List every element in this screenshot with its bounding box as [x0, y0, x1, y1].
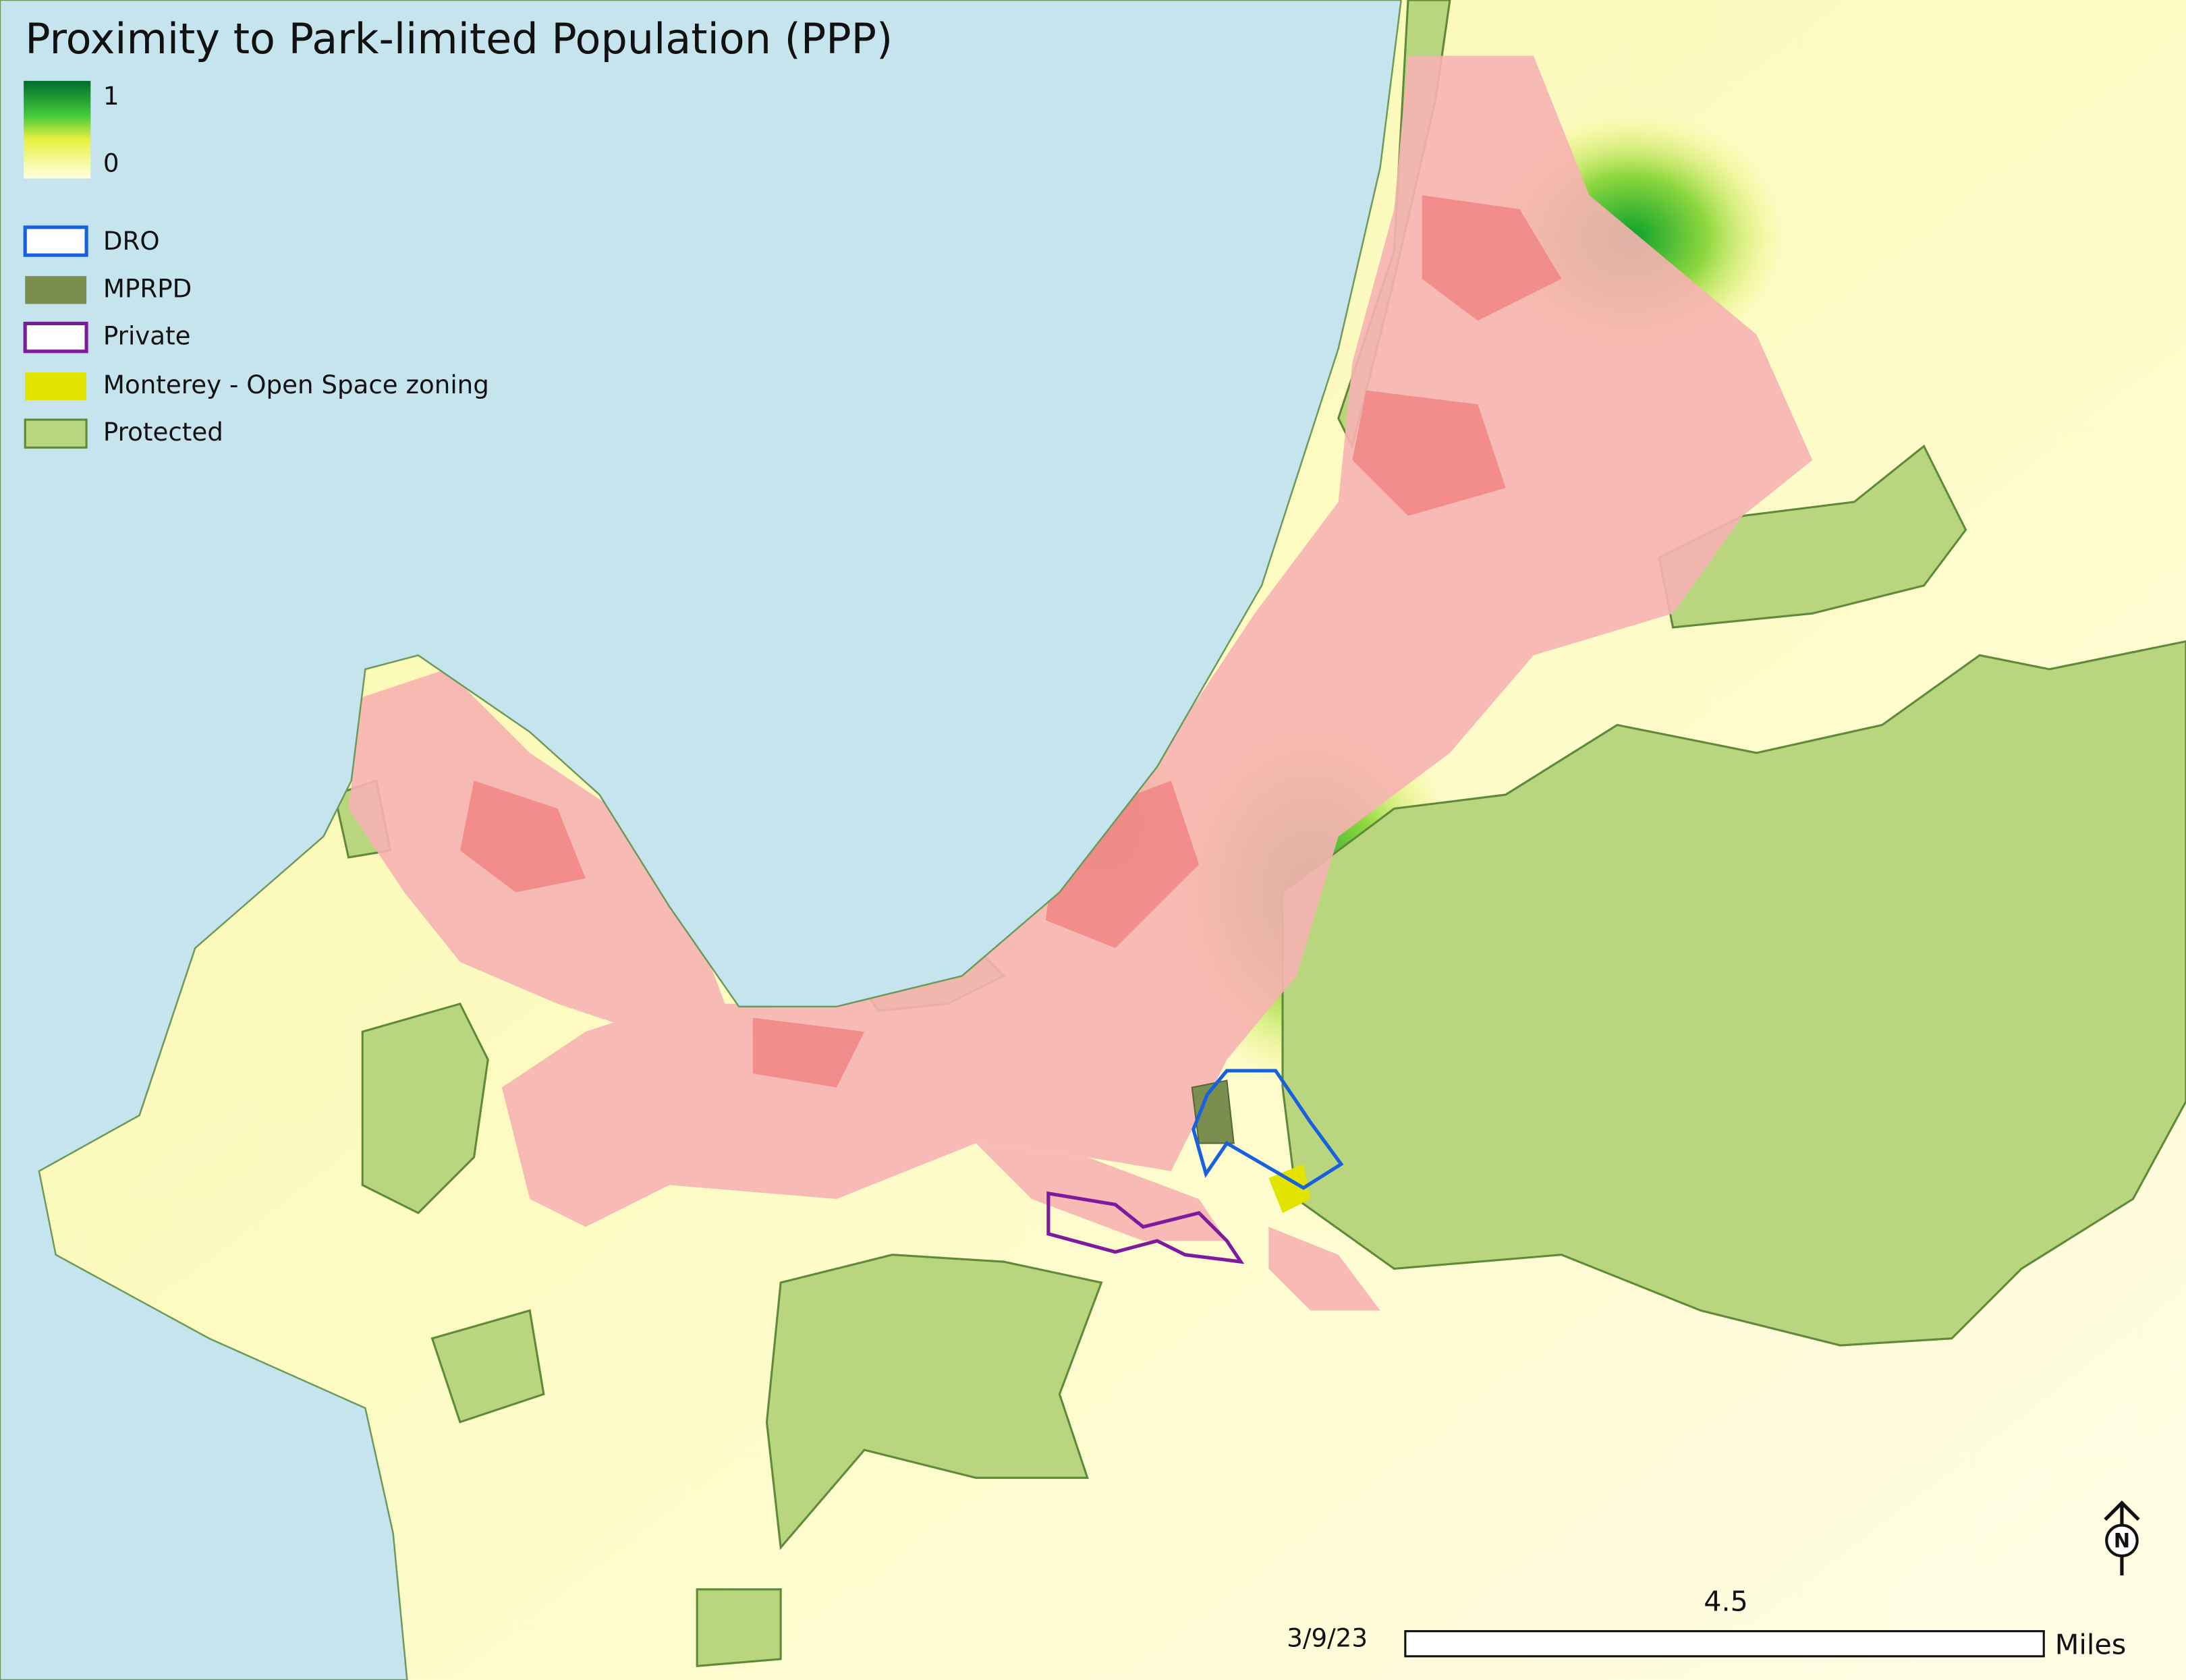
legend-ramp-min: 0 [103, 148, 119, 177]
map-title: Proximity to Park-limited Population (PP… [25, 14, 893, 63]
legend-label: Protected [103, 417, 223, 447]
dro [1192, 1069, 1344, 1190]
legend-swatch [23, 225, 88, 257]
date: 3/9/23 [1287, 1623, 1368, 1653]
legend-label: Monterey - Open Space zoning [103, 370, 489, 399]
private [1046, 1191, 1245, 1264]
legend-swatch [25, 372, 87, 401]
legend-swatch [24, 418, 88, 449]
scale-distance: 4.5 [1704, 1585, 1748, 1617]
north-label: N [2114, 1529, 2130, 1552]
legend-label: MPRPD [103, 273, 192, 303]
legend-swatch [23, 321, 88, 354]
scale-unit: Miles [2055, 1628, 2127, 1660]
open-space-zoning [1268, 1164, 1311, 1213]
legend-swatch [25, 276, 87, 304]
legend-label: DRO [103, 226, 160, 256]
ocean [0, 0, 1402, 1680]
legend-ramp-max: 1 [103, 81, 119, 111]
protected-areas [333, 0, 2186, 1667]
legend-label: Private [103, 321, 191, 351]
north-arrow: N [2104, 1500, 2140, 1575]
legend-ramp [24, 80, 91, 179]
scale-bar [1404, 1630, 2045, 1658]
